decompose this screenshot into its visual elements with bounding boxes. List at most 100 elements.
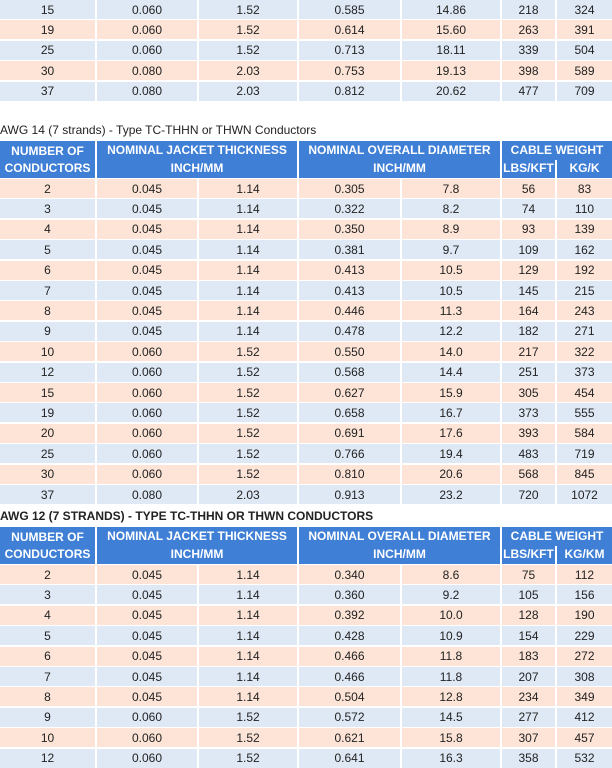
cell: 109 <box>502 240 555 260</box>
cell: 1.14 <box>199 301 297 321</box>
cell: 1.14 <box>199 585 297 605</box>
cell: 0.060 <box>97 362 197 382</box>
cell: 0.658 <box>299 403 400 423</box>
cell: 190 <box>557 605 612 625</box>
cell: 0.413 <box>299 281 400 300</box>
cell: 0.812 <box>299 81 400 101</box>
header-cell: KG/KM <box>557 545 612 564</box>
cell: 10 <box>0 728 95 748</box>
cell: 7 <box>0 281 95 300</box>
table-title: AWG 12 (7 STRANDS) - TYPE TC-THHN OR THW… <box>0 509 374 523</box>
header-cell: NOMINAL JACKET THICKNESS <box>97 141 297 160</box>
cell: 0.045 <box>97 321 197 341</box>
cell: 0.045 <box>97 626 197 646</box>
cell: 1.14 <box>199 199 297 219</box>
cell: 1.52 <box>199 728 297 748</box>
cell: 2.03 <box>199 81 297 101</box>
cell: 0.568 <box>299 362 400 382</box>
cell: 0.045 <box>97 199 197 219</box>
cell: 1072 <box>557 485 612 504</box>
cell: 358 <box>502 748 555 768</box>
header-cell: NOMINAL OVERALL DIAMETER <box>299 527 500 546</box>
cell: 0.045 <box>97 605 197 625</box>
cell: 454 <box>557 383 612 402</box>
cell: 14.4 <box>402 362 500 382</box>
cell: 373 <box>557 362 612 382</box>
cell: 1.14 <box>199 687 297 707</box>
cell: 23.2 <box>402 485 500 504</box>
cell: 11.8 <box>402 667 500 686</box>
cell: 8 <box>0 687 95 707</box>
cell: 324 <box>557 0 612 19</box>
cell: 9.2 <box>402 585 500 605</box>
cell: 8.2 <box>402 199 500 219</box>
cell: 0.045 <box>97 179 197 198</box>
cell: 532 <box>557 748 612 768</box>
cell: 393 <box>502 423 555 443</box>
cell: 0.060 <box>97 707 197 727</box>
cell: 308 <box>557 667 612 686</box>
cell: 0.060 <box>97 20 197 40</box>
cell: 555 <box>557 403 612 423</box>
cell: 8.6 <box>402 565 500 584</box>
cell: 11.3 <box>402 301 500 321</box>
cell: 0.060 <box>97 464 197 484</box>
cell: 0.466 <box>299 667 400 686</box>
cell: 0.045 <box>97 260 197 280</box>
cell: 0.060 <box>97 728 197 748</box>
cell: 477 <box>502 81 555 101</box>
cell: 9.7 <box>402 240 500 260</box>
cell: 183 <box>502 646 555 666</box>
cell: 5 <box>0 240 95 260</box>
cell: 128 <box>502 605 555 625</box>
cell: 20.6 <box>402 464 500 484</box>
cell: 2 <box>0 179 95 198</box>
cell: 15 <box>0 383 95 402</box>
cell: 18.11 <box>402 40 500 60</box>
cell: 1.14 <box>199 605 297 625</box>
cell: 4 <box>0 605 95 625</box>
cell: 0.550 <box>299 342 400 362</box>
cell: 0.045 <box>97 219 197 239</box>
cell: 1.52 <box>199 748 297 768</box>
cell: 0.413 <box>299 260 400 280</box>
cell: 15.8 <box>402 728 500 748</box>
cell: 457 <box>557 728 612 748</box>
cell: 10 <box>0 342 95 362</box>
cell: 1.14 <box>199 565 297 584</box>
cell: 243 <box>557 301 612 321</box>
cell: 37 <box>0 485 95 504</box>
cell: 0.466 <box>299 646 400 666</box>
cell: 25 <box>0 444 95 464</box>
cell: 0.060 <box>97 0 197 19</box>
cell: 2.03 <box>199 485 297 504</box>
cell: 30 <box>0 61 95 81</box>
cell: 0.627 <box>299 383 400 402</box>
cell: 14.86 <box>402 0 500 19</box>
header-cell: NOMINAL OVERALL DIAMETER <box>299 141 500 160</box>
cell: 12.8 <box>402 687 500 707</box>
cell: 0.045 <box>97 585 197 605</box>
header-cell: INCH/MM <box>97 159 297 178</box>
cell: 14.5 <box>402 707 500 727</box>
cell: 15 <box>0 0 95 19</box>
cell: 0.446 <box>299 301 400 321</box>
cell: 207 <box>502 667 555 686</box>
cell: 0.305 <box>299 179 400 198</box>
cell: 0.060 <box>97 40 197 60</box>
cell: 10.0 <box>402 605 500 625</box>
cell: 0.080 <box>97 81 197 101</box>
cell: 156 <box>557 585 612 605</box>
cell: 20 <box>0 423 95 443</box>
cell: 1.52 <box>199 0 297 19</box>
cell: 263 <box>502 20 555 40</box>
cell: 139 <box>557 219 612 239</box>
cell: 0.810 <box>299 464 400 484</box>
cell: 129 <box>502 260 555 280</box>
cell: 251 <box>502 362 555 382</box>
cell: 391 <box>557 20 612 40</box>
cell: 483 <box>502 444 555 464</box>
cell: 0.713 <box>299 40 400 60</box>
cell: 0.621 <box>299 728 400 748</box>
cell: 112 <box>557 565 612 584</box>
